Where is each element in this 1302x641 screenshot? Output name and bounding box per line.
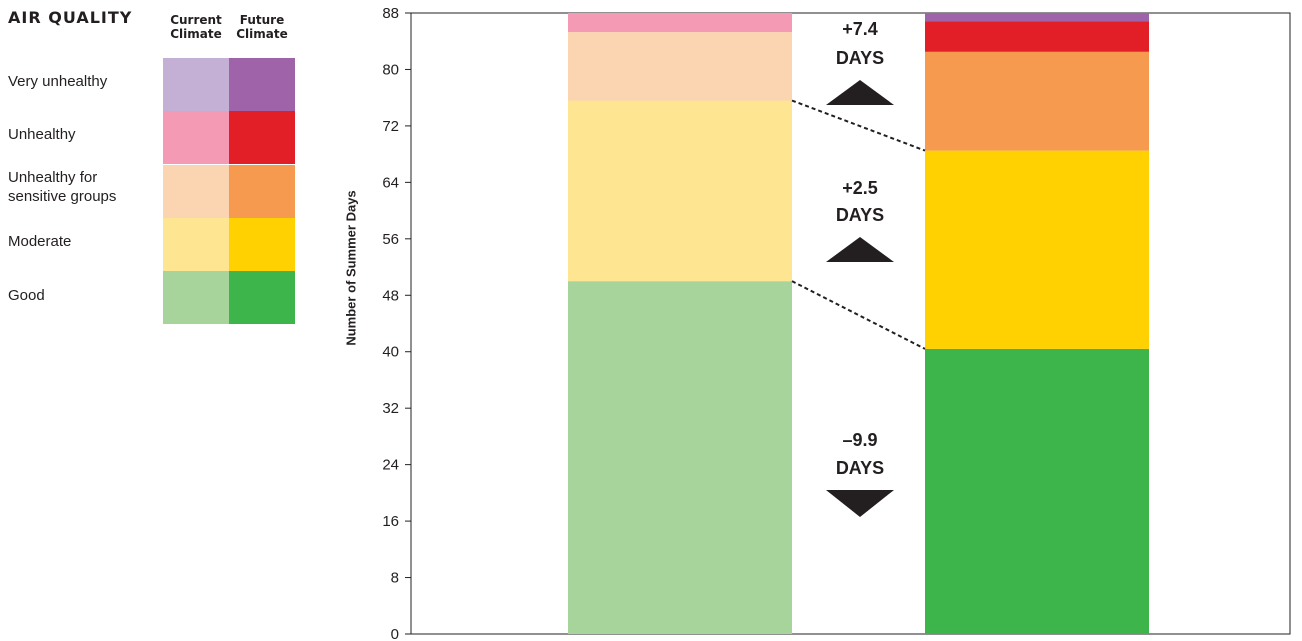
legend-column-future: Future Climate bbox=[229, 13, 295, 41]
bar-segment bbox=[568, 281, 792, 634]
triangle-down-icon bbox=[826, 490, 894, 517]
change-value: +2.5 bbox=[842, 178, 878, 198]
legend-swatch-current bbox=[163, 58, 229, 111]
change-value: +7.4 bbox=[842, 19, 878, 39]
y-tick-label: 48 bbox=[382, 287, 399, 304]
legend-swatch-current bbox=[163, 271, 229, 325]
change-unit: DAYS bbox=[836, 48, 884, 68]
change-unit: DAYS bbox=[836, 205, 884, 225]
change-value: –9.9 bbox=[842, 430, 877, 450]
bar-segment bbox=[925, 348, 1149, 634]
triangle-up-icon bbox=[826, 237, 894, 262]
legend-label: Good bbox=[8, 287, 45, 304]
connector-line bbox=[791, 99, 926, 152]
bar-segment bbox=[925, 21, 1149, 52]
legend-column-current: Current Climate bbox=[163, 13, 229, 41]
legend-title: AIR QUALITY bbox=[8, 8, 133, 27]
legend-swatch-current bbox=[163, 111, 229, 165]
y-tick-label: 0 bbox=[391, 626, 399, 641]
bar-segment bbox=[925, 13, 1149, 22]
bar-segment bbox=[925, 150, 1149, 349]
y-tick-label: 64 bbox=[382, 174, 399, 191]
legend-column-current-label: Current Climate bbox=[170, 13, 222, 41]
y-tick-label: 88 bbox=[382, 5, 399, 22]
legend-swatch-future bbox=[229, 271, 295, 325]
legend-label: Unhealthy for sensitive groups bbox=[8, 169, 117, 205]
y-tick-label: 72 bbox=[382, 118, 399, 135]
y-tick-label: 40 bbox=[382, 344, 399, 361]
plot-frame bbox=[410, 12, 1291, 635]
bar-segment bbox=[568, 32, 792, 101]
legend-swatch-future bbox=[229, 58, 295, 111]
bar-segment bbox=[568, 13, 792, 33]
y-tick-label: 56 bbox=[382, 231, 399, 248]
legend-swatch-future bbox=[229, 111, 295, 165]
legend-swatch-current bbox=[163, 217, 229, 271]
y-tick-label: 80 bbox=[382, 61, 399, 78]
legend-label: Unhealthy bbox=[8, 126, 76, 143]
connector-line bbox=[791, 280, 926, 350]
legend-column-future-label: Future Climate bbox=[236, 13, 288, 41]
bar-segment bbox=[925, 51, 1149, 151]
y-tick-label: 32 bbox=[382, 400, 399, 417]
change-unit: DAYS bbox=[836, 458, 884, 478]
triangle-up-icon bbox=[826, 80, 894, 105]
legend-swatch-future bbox=[229, 164, 295, 218]
legend-swatch-future bbox=[229, 217, 295, 271]
y-tick-label: 16 bbox=[382, 513, 399, 530]
y-tick-label: 24 bbox=[382, 457, 399, 474]
legend-label: Very unhealthy bbox=[8, 73, 108, 90]
legend-label: Moderate bbox=[8, 233, 72, 250]
legend-swatch-current bbox=[163, 164, 229, 218]
y-tick-label: 8 bbox=[391, 570, 399, 587]
bar-segment bbox=[568, 100, 792, 282]
